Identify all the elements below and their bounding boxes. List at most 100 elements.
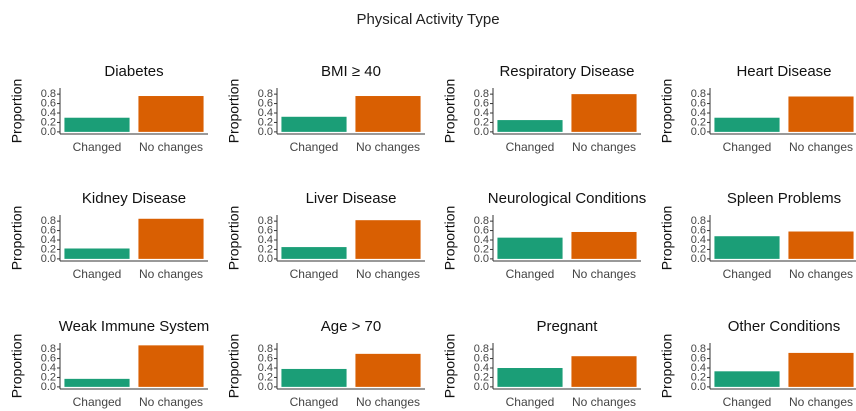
bar (788, 352, 854, 387)
y-tick-label: 0.6 (41, 224, 56, 236)
y-tick-label: 0.6 (691, 224, 706, 236)
x-tick-label: No changes (789, 395, 853, 409)
bar (571, 356, 637, 387)
y-axis-label: Proportion (9, 206, 25, 271)
y-tick-label: 0.4 (691, 362, 706, 374)
y-tick-label: 0.6 (258, 97, 273, 109)
bar (281, 247, 347, 259)
y-tick-label: 0.8 (691, 88, 706, 100)
bar (788, 96, 854, 132)
y-axis-label: Proportion (442, 79, 458, 144)
y-axis-label: Proportion (226, 79, 242, 144)
bar (355, 353, 421, 387)
x-tick-label: Changed (723, 140, 772, 154)
x-tick-label: Changed (290, 140, 339, 154)
bar (497, 368, 563, 387)
panel-title: Spleen Problems (727, 190, 841, 207)
y-tick-label: 0.2 (41, 116, 56, 128)
panel: Other Conditions Proportion 0.00.20.40.60.… (659, 318, 856, 409)
y-tick-label: 0.6 (691, 352, 706, 364)
y-tick-label: 0.0 (474, 381, 489, 393)
y-tick-label: 0.6 (474, 224, 489, 236)
panel-title: Kidney Disease (82, 190, 186, 207)
x-tick-label: No changes (139, 140, 203, 154)
x-tick-label: No changes (572, 395, 636, 409)
y-tick-label: 0.0 (691, 381, 706, 393)
bar (788, 231, 854, 259)
bar (138, 96, 204, 132)
y-tick-label: 0.2 (258, 243, 273, 255)
y-tick-label: 0.4 (474, 362, 489, 374)
y-tick-label: 0.8 (41, 88, 56, 100)
y-tick-label: 0.8 (258, 88, 273, 100)
y-tick-label: 0.2 (474, 371, 489, 383)
panel-title: Neurological Conditions (488, 190, 646, 207)
y-tick-label: 0.4 (41, 234, 56, 246)
y-tick-label: 0.2 (41, 243, 56, 255)
x-tick-label: No changes (572, 140, 636, 154)
x-tick-label: No changes (356, 140, 420, 154)
y-tick-label: 0.0 (41, 381, 56, 393)
panel: Diabetes Proportion 0.00.20.40.60.8 Changed… (9, 63, 208, 154)
panel: Spleen Problems Proportion 0.00.20.40.60.8… (659, 190, 856, 281)
y-tick-label: 0.8 (474, 215, 489, 227)
panel-title: BMI ≥ 40 (321, 63, 381, 80)
panel: Pregnant Proportion 0.00.20.40.60.8 Changed… (442, 318, 641, 409)
y-tick-label: 0.2 (474, 243, 489, 255)
bar (138, 218, 204, 259)
y-axis-label: Proportion (659, 334, 675, 399)
panel-title: Heart Disease (736, 63, 831, 80)
y-axis-label: Proportion (226, 334, 242, 399)
panel-title: Other Conditions (728, 318, 841, 335)
y-tick-label: 0.6 (691, 97, 706, 109)
x-tick-label: Changed (723, 267, 772, 281)
y-axis-label: Proportion (9, 334, 25, 399)
y-tick-label: 0.2 (474, 116, 489, 128)
x-tick-label: Changed (73, 140, 122, 154)
x-tick-label: No changes (139, 267, 203, 281)
panel-title: Weak Immune System (59, 318, 210, 335)
y-tick-label: 0.0 (258, 253, 273, 265)
y-tick-label: 0.0 (258, 126, 273, 138)
y-axis-label: Proportion (659, 206, 675, 271)
bar (64, 117, 130, 132)
y-tick-label: 0.2 (258, 116, 273, 128)
x-tick-label: Changed (73, 395, 122, 409)
panel-title: Age > 70 (321, 318, 381, 335)
y-tick-label: 0.8 (691, 215, 706, 227)
y-tick-label: 0.2 (691, 371, 706, 383)
x-tick-label: Changed (506, 395, 555, 409)
x-tick-label: No changes (572, 267, 636, 281)
bar (714, 371, 780, 387)
y-tick-label: 0.6 (258, 224, 273, 236)
y-tick-label: 0.4 (691, 107, 706, 119)
bar (714, 117, 780, 132)
panel: Age > 70 Proportion 0.00.20.40.60.8 Changed… (226, 318, 425, 409)
y-tick-label: 0.4 (474, 107, 489, 119)
x-tick-label: No changes (356, 267, 420, 281)
x-tick-label: No changes (789, 267, 853, 281)
y-tick-label: 0.4 (474, 234, 489, 246)
x-tick-label: Changed (290, 395, 339, 409)
y-tick-label: 0.8 (41, 343, 56, 355)
y-tick-label: 0.2 (691, 243, 706, 255)
bar (138, 345, 204, 387)
y-tick-label: 0.0 (691, 253, 706, 265)
bar (64, 378, 130, 387)
y-tick-label: 0.0 (41, 253, 56, 265)
y-tick-label: 0.4 (41, 107, 56, 119)
y-axis-label: Proportion (226, 206, 242, 271)
bar (281, 116, 347, 132)
y-axis-label: Proportion (442, 206, 458, 271)
y-tick-label: 0.0 (41, 126, 56, 138)
y-tick-label: 0.8 (258, 343, 273, 355)
y-axis-label: Proportion (9, 79, 25, 144)
y-tick-label: 0.4 (258, 107, 273, 119)
y-axis-label: Proportion (442, 334, 458, 399)
panel-title: Liver Disease (306, 190, 397, 207)
y-tick-label: 0.2 (41, 371, 56, 383)
x-tick-label: No changes (356, 395, 420, 409)
